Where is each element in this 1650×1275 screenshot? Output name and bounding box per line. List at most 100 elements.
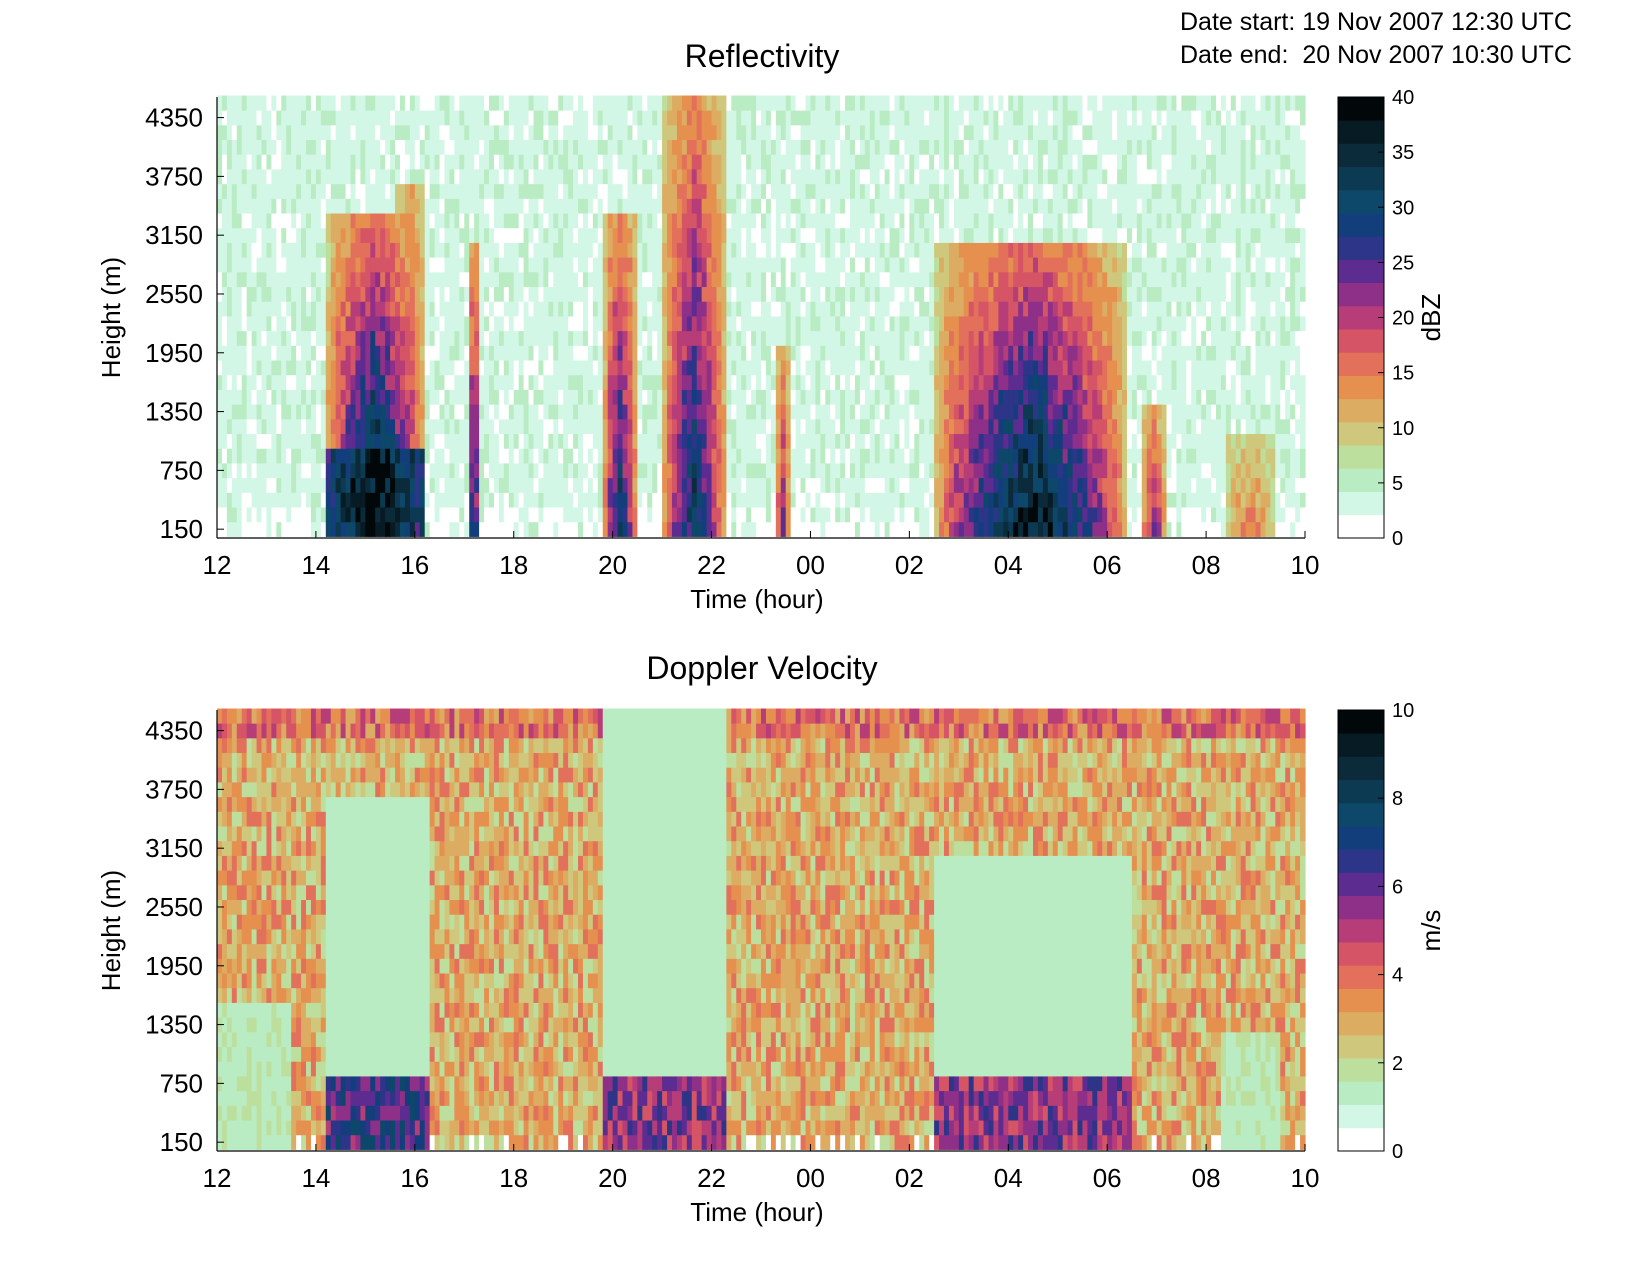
heatmap-cell bbox=[528, 507, 535, 523]
heatmap-cell bbox=[726, 242, 732, 258]
heatmap-cell bbox=[563, 301, 569, 317]
heatmap-cell bbox=[523, 477, 530, 493]
heatmap-cell bbox=[444, 477, 451, 493]
heatmap-cell bbox=[330, 316, 337, 332]
heatmap-cell bbox=[236, 521, 243, 537]
heatmap-cell bbox=[306, 154, 312, 170]
heatmap-cell bbox=[919, 169, 925, 185]
heatmap-cell bbox=[380, 330, 386, 346]
heatmap-cell bbox=[939, 418, 945, 435]
heatmap-cell bbox=[404, 242, 411, 258]
heatmap-cell bbox=[617, 110, 624, 126]
heatmap-cell bbox=[296, 404, 302, 420]
heatmap-cell bbox=[761, 213, 767, 229]
heatmap-cell bbox=[553, 418, 559, 435]
heatmap-cell bbox=[1028, 330, 1034, 346]
heatmap-cell bbox=[622, 271, 629, 288]
heatmap-cell bbox=[375, 345, 381, 361]
heatmap-cell bbox=[914, 183, 920, 199]
heatmap-cell bbox=[449, 124, 455, 141]
heatmap-cell bbox=[973, 477, 980, 493]
heatmap-cell bbox=[746, 521, 752, 537]
heatmap-cell bbox=[375, 507, 381, 523]
heatmap-cell bbox=[667, 139, 673, 155]
heatmap-cell bbox=[874, 507, 881, 523]
heatmap-cell bbox=[820, 418, 826, 435]
heatmap-cell bbox=[958, 154, 965, 170]
heatmap-cell bbox=[874, 433, 881, 449]
heatmap-cell bbox=[538, 507, 544, 523]
heatmap-cell bbox=[385, 95, 391, 111]
heatmap-cell bbox=[652, 227, 658, 243]
heatmap-cell bbox=[840, 110, 846, 126]
heatmap-cell bbox=[830, 95, 836, 111]
heatmap-cell bbox=[271, 169, 277, 185]
heatmap-cell bbox=[607, 433, 614, 449]
heatmap-cell bbox=[553, 374, 559, 390]
heatmap-cell bbox=[1008, 169, 1014, 185]
heatmap-cell bbox=[983, 492, 990, 508]
heatmap-cell bbox=[419, 477, 426, 493]
heatmap-cell bbox=[236, 360, 243, 376]
heatmap-cell bbox=[939, 404, 945, 420]
heatmap-cell bbox=[528, 404, 535, 420]
heatmap-cell bbox=[221, 330, 228, 346]
heatmap-cell bbox=[469, 345, 475, 361]
heatmap-cell bbox=[751, 316, 757, 332]
heatmap-cell bbox=[795, 389, 802, 405]
heatmap-cell bbox=[390, 124, 396, 141]
heatmap-cell bbox=[1023, 124, 1029, 141]
heatmap-cell bbox=[563, 360, 569, 376]
heatmap-cell bbox=[246, 418, 253, 435]
heatmap-cell bbox=[864, 286, 871, 302]
heatmap-cell bbox=[320, 286, 327, 302]
heatmap-cell bbox=[602, 360, 609, 376]
heatmap-cell bbox=[815, 404, 821, 420]
heatmap-cell bbox=[879, 124, 886, 141]
heatmap-cell bbox=[385, 360, 391, 376]
heatmap-cell bbox=[904, 404, 910, 420]
heatmap-cell bbox=[914, 213, 920, 229]
heatmap-cell bbox=[424, 477, 431, 493]
heatmap-cell bbox=[474, 139, 480, 155]
heatmap-cell bbox=[785, 507, 792, 523]
heatmap-cell bbox=[296, 124, 302, 141]
heatmap-cell bbox=[434, 124, 441, 141]
heatmap-cell bbox=[513, 345, 520, 361]
heatmap-cell bbox=[909, 389, 915, 405]
heatmap-cell bbox=[286, 154, 292, 170]
heatmap-cell bbox=[701, 463, 708, 479]
heatmap-cell bbox=[375, 183, 381, 199]
heatmap-cell bbox=[345, 198, 352, 214]
heatmap-cell bbox=[291, 507, 297, 523]
heatmap-cell bbox=[914, 242, 920, 258]
heatmap-cell bbox=[340, 345, 347, 361]
heatmap-cell bbox=[395, 360, 401, 376]
heatmap-cell bbox=[409, 389, 416, 405]
heatmap-cell bbox=[563, 169, 569, 185]
heatmap-cell bbox=[538, 492, 544, 508]
heatmap-cell bbox=[800, 507, 807, 523]
heatmap-cell bbox=[637, 418, 643, 435]
heatmap-cell bbox=[662, 448, 668, 464]
heatmap-cell bbox=[281, 213, 287, 229]
heatmap-cell bbox=[375, 227, 381, 243]
heatmap-cell bbox=[474, 198, 480, 214]
heatmap-cell bbox=[850, 227, 856, 243]
heatmap-cell bbox=[850, 521, 856, 537]
heatmap-cell bbox=[825, 433, 831, 449]
heatmap-cell bbox=[261, 404, 268, 420]
heatmap-cell bbox=[622, 433, 629, 449]
heatmap-cell bbox=[948, 301, 955, 317]
heatmap-cell bbox=[464, 507, 470, 523]
heatmap-cell bbox=[409, 286, 416, 302]
heatmap-cell bbox=[390, 95, 396, 111]
heatmap-cell bbox=[399, 404, 406, 420]
heatmap-cell bbox=[914, 433, 920, 449]
heatmap-cell bbox=[320, 404, 327, 420]
heatmap-cell bbox=[286, 124, 292, 141]
heatmap-cell bbox=[948, 374, 955, 390]
heatmap-cell bbox=[854, 330, 861, 346]
heatmap-cell bbox=[350, 257, 357, 273]
heatmap-cell bbox=[845, 374, 851, 390]
